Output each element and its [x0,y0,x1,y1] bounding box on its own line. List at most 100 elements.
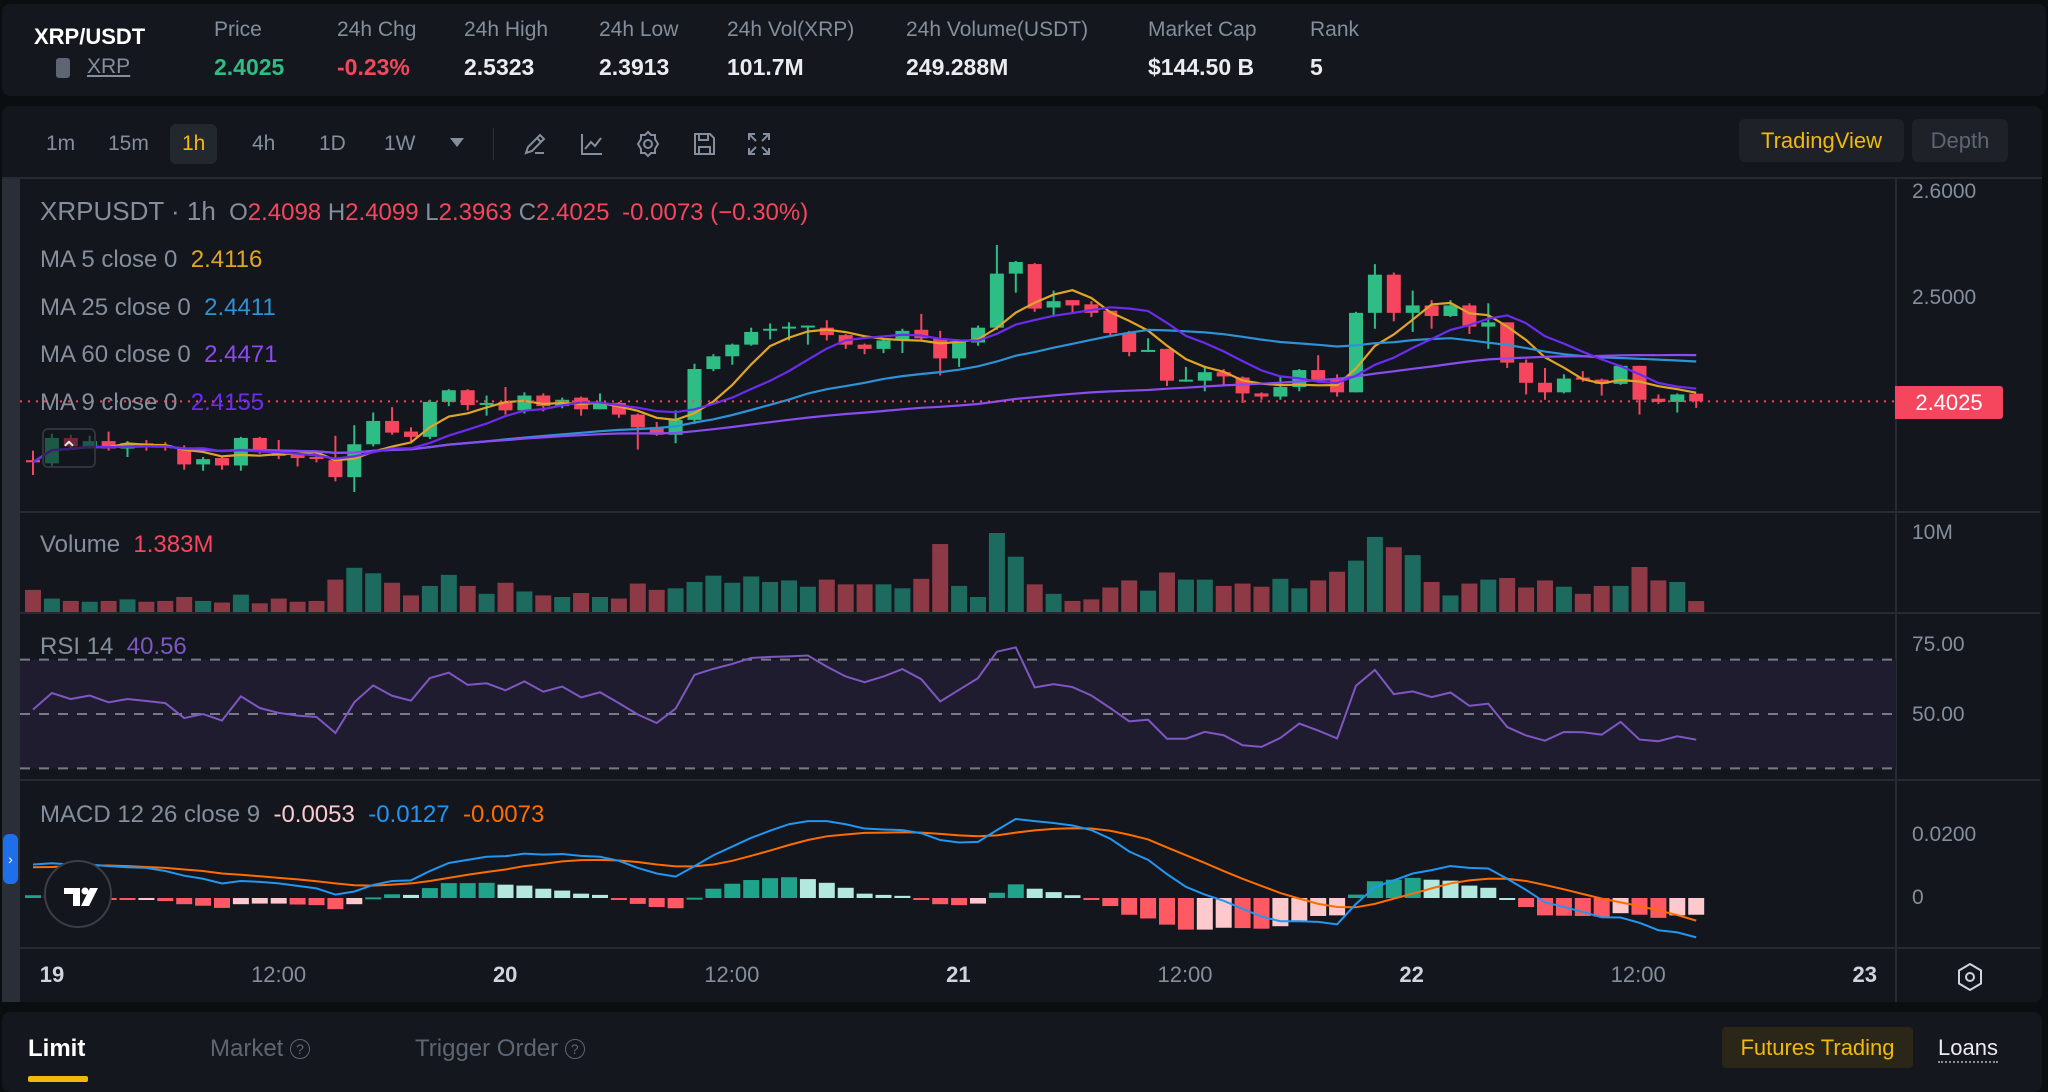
stat-marketcap-value: $144.50 B [1148,54,1255,80]
macd-histogram-bar [743,880,760,898]
chevron-right-icon: › [8,851,13,867]
interval-4h[interactable]: 4h [252,132,276,155]
volume-bar [1404,555,1421,612]
macd-histogram-bar [648,898,665,907]
tab-trigger-label: Trigger Order [415,1035,559,1062]
ma60-label: MA 60 close 0 [40,341,191,368]
volume-bar [951,585,968,612]
volume-legend: Volume 1.383M [40,531,213,559]
volume-bar [1631,566,1648,612]
time-tick: 12:00 [704,962,760,987]
candle-body [989,273,1004,328]
legend-symbol: XRPUSDT [40,196,164,226]
macd-histogram-bar [894,895,911,898]
macd-histogram-bar [327,898,344,910]
tradingview-view-button[interactable]: TradingView [1739,119,1904,162]
volume-bar [308,600,325,612]
save-icon[interactable] [688,128,720,160]
depth-view-button[interactable]: Depth [1912,119,2008,162]
ma60-value: 2.4471 [204,341,278,368]
legend-close-label: C [518,199,537,226]
interval-1m[interactable]: 1m [46,132,76,155]
volume-bar [1045,593,1062,612]
volume-bar [743,576,760,612]
volume-bar [440,574,457,612]
futures-trading-button[interactable]: Futures Trading [1722,1027,1913,1068]
volume-bar [535,595,552,612]
interval-1W[interactable]: 1W [384,132,416,155]
candle-body [177,447,192,465]
rsi-label: RSI 14 [40,633,114,660]
candle-body [309,457,324,459]
tradingview-logo[interactable] [44,860,112,928]
macd-histogram-bar [1366,881,1383,898]
chart-scroll-strip[interactable] [2,178,20,1002]
candle-body [952,341,967,359]
chart-settings-icon[interactable] [1956,962,1984,992]
volume-bar [799,586,816,612]
candle-body [1651,398,1666,402]
ticker-header [2,4,2046,96]
stat-price-value: 2.4025 [214,54,285,80]
tab-trigger-order[interactable]: Trigger Order ? [415,1035,585,1063]
macd-legend: MACD 12 26 close 9 -0.0053 -0.0127 -0.00… [40,801,544,829]
candle-body [1367,274,1382,313]
last-price-tag: 2.4025 [1895,386,2003,419]
candle-body [1046,301,1061,308]
time-tick: 23 [1852,962,1878,987]
coin-link[interactable]: XRP [87,55,131,78]
interval-15m[interactable]: 15m [108,132,149,155]
ma-line-60 [32,353,1697,464]
candle-body [611,402,626,415]
ma25-value: 2.4411 [204,294,276,321]
macd-histogram-bar [1518,898,1535,907]
legend-high-label: H [327,199,346,226]
macd-histogram-bar [781,877,797,898]
volume-bar [195,600,212,612]
sidebar-expand-tab[interactable]: › [3,834,18,884]
candle-body [1084,304,1099,313]
macd-histogram-bar [1140,898,1157,919]
volume-bar [346,567,363,612]
macd-histogram-bar [1385,879,1402,898]
candle-body [328,460,343,478]
volume-bar [648,589,665,612]
interval-dropdown-caret-icon[interactable] [450,138,464,147]
volume-bar [573,593,590,612]
interval-1h[interactable]: 1h [170,124,218,164]
volume-bar [1007,556,1024,612]
gear-icon[interactable] [632,128,664,160]
volume-bar [1461,583,1478,612]
macd-histogram-bar [1102,898,1119,907]
help-icon: ? [564,1039,585,1059]
candle-body [914,329,929,339]
volume-bar [1593,585,1610,612]
time-tick: 12:00 [1610,962,1666,987]
volume-bar [1669,581,1686,612]
loans-link[interactable]: Loans [1938,1035,1998,1063]
time-tick: 12:00 [1157,962,1213,987]
volume-bar [384,582,401,612]
fullscreen-icon[interactable] [743,128,775,160]
time-tick: 12:00 [251,962,307,987]
volume-bar [856,584,873,612]
legend-high: 2.4099 [345,199,419,226]
interval-1D[interactable]: 1D [319,132,346,155]
candle-body [1216,372,1231,377]
stat-marketcap-label: Market Cap [1148,18,1257,41]
price-tick: 2.5000 [1912,286,1977,309]
volume-bar [1348,560,1364,612]
volume-bar [119,599,136,612]
candle-body [1443,305,1458,317]
tab-limit[interactable]: Limit [28,1035,86,1062]
macd-histogram-bar [856,893,873,898]
collapse-legend-button[interactable]: ⌃ [42,428,96,468]
tab-market[interactable]: Market ? [210,1035,311,1063]
volume-bar [478,593,495,612]
indicator-icon[interactable] [576,128,608,160]
candle-body [1160,348,1174,381]
macd-histogram-bar [421,888,438,898]
macd-histogram-bar [1310,898,1327,916]
pencil-icon[interactable] [519,128,551,160]
